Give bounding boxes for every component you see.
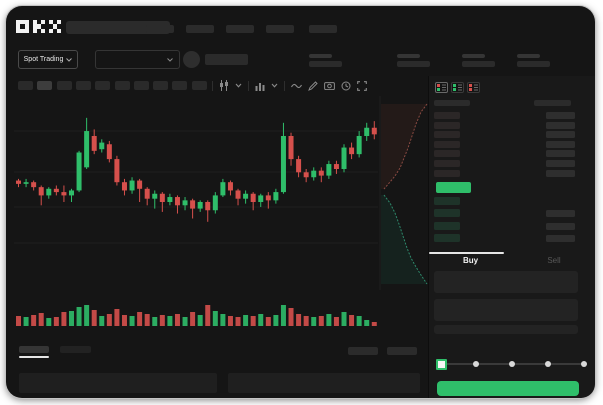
chart-tools — [212, 79, 367, 92]
buy-tab-underline — [429, 252, 504, 254]
line-tool-icon[interactable] — [291, 82, 302, 90]
orders-tab-active[interactable] — [19, 346, 49, 353]
ask-price-placeholder — [434, 131, 460, 139]
stat-label-placeholder — [397, 54, 420, 58]
ask-amount-placeholder — [546, 131, 575, 139]
bid-amount-placeholder — [546, 222, 575, 230]
ask-amount-placeholder — [546, 150, 575, 158]
market-type-selector[interactable]: Spot Trading — [18, 50, 78, 69]
bid-price-placeholder — [434, 209, 460, 218]
book-combined-icon[interactable] — [435, 82, 448, 93]
ask-amount-placeholder — [546, 169, 575, 177]
ask-amount-placeholder — [546, 160, 575, 167]
timeframe-button[interactable] — [133, 81, 149, 90]
timeframe-button[interactable] — [153, 81, 169, 90]
slider-stop[interactable] — [581, 361, 587, 367]
ask-price-placeholder — [434, 160, 460, 167]
camera-icon[interactable] — [324, 81, 335, 90]
nav-item[interactable] — [226, 25, 254, 33]
slider-stop[interactable] — [473, 361, 479, 367]
stat-label-placeholder — [309, 54, 332, 58]
chevron-down-icon — [167, 57, 173, 62]
nav-item[interactable] — [146, 25, 174, 33]
book-asks-icon[interactable] — [467, 82, 480, 93]
ask-amount-placeholder — [546, 140, 575, 148]
stat-label-placeholder — [517, 54, 540, 58]
bid-amount-placeholder — [546, 235, 575, 243]
candle-style-icon[interactable] — [219, 80, 229, 91]
table-row-placeholder — [19, 373, 217, 393]
bid-price-placeholder — [434, 197, 460, 205]
stat-value-placeholder — [517, 61, 550, 67]
ask-amount-placeholder — [546, 112, 575, 119]
order-book-panel: Buy Sell — [428, 76, 595, 398]
slider-stop[interactable] — [509, 361, 515, 367]
divider — [248, 80, 249, 91]
chevron-down-icon[interactable] — [235, 83, 242, 88]
bid-amount-placeholder — [546, 210, 575, 218]
pair-name-placeholder — [205, 54, 248, 65]
timeframe-button[interactable] — [37, 81, 53, 90]
timeframe-button[interactable] — [114, 81, 130, 90]
search-input[interactable] — [66, 21, 170, 34]
chevron-down-icon[interactable] — [271, 83, 278, 88]
tab-sell[interactable]: Sell — [547, 256, 561, 265]
chevron-down-icon — [66, 57, 73, 62]
ask-price-placeholder — [434, 121, 460, 129]
history-icon[interactable] — [341, 81, 351, 91]
table-row-placeholder — [228, 373, 420, 393]
stat-value-placeholder — [462, 61, 495, 67]
ask-price-placeholder — [434, 169, 460, 177]
slider-handle[interactable] — [436, 359, 447, 370]
chart-footer-control[interactable] — [387, 347, 417, 355]
indicator-icon[interactable] — [255, 81, 265, 91]
price-input[interactable] — [434, 271, 578, 293]
fullscreen-icon[interactable] — [357, 80, 367, 91]
nav-item[interactable] — [266, 25, 294, 33]
timeframe-button[interactable] — [75, 81, 91, 90]
ask-price-placeholder — [434, 112, 460, 119]
pair-selector[interactable] — [95, 50, 180, 69]
tab-buy[interactable]: Buy — [462, 256, 479, 265]
active-tab-underline — [19, 356, 49, 358]
ask-price-placeholder — [434, 150, 460, 158]
draw-tool-icon[interactable] — [308, 80, 318, 91]
orders-tab[interactable] — [60, 346, 91, 353]
stat-value-placeholder — [397, 61, 430, 67]
last-price-badge[interactable] — [436, 182, 471, 193]
total-field[interactable] — [434, 325, 578, 334]
pair-logo-icon — [183, 51, 200, 68]
ask-price-placeholder — [434, 140, 460, 148]
divider — [284, 80, 285, 91]
stat-label-placeholder — [462, 54, 485, 58]
buy-submit-button[interactable] — [437, 381, 579, 396]
timeframe-button[interactable] — [18, 81, 33, 90]
okx-logo[interactable] — [16, 20, 62, 34]
amount-input[interactable] — [434, 299, 578, 321]
timeframe-button[interactable] — [172, 81, 188, 90]
timeframe-button[interactable] — [191, 81, 207, 90]
nav-item[interactable] — [309, 25, 337, 33]
bid-price-placeholder — [434, 221, 460, 230]
chart-footer-control[interactable] — [348, 347, 378, 355]
nav-item[interactable] — [186, 25, 214, 33]
slider-stop[interactable] — [545, 361, 551, 367]
book-bids-icon[interactable] — [451, 82, 464, 93]
timeframe-button[interactable] — [95, 81, 111, 90]
divider — [212, 80, 213, 91]
bid-price-placeholder — [434, 234, 460, 243]
market-type-label: Spot Trading — [23, 56, 64, 63]
price-column-header — [434, 100, 470, 106]
ask-amount-placeholder — [546, 121, 575, 129]
stat-value-placeholder — [309, 61, 342, 67]
timeframe-button[interactable] — [56, 81, 72, 90]
amount-column-header — [534, 100, 571, 106]
